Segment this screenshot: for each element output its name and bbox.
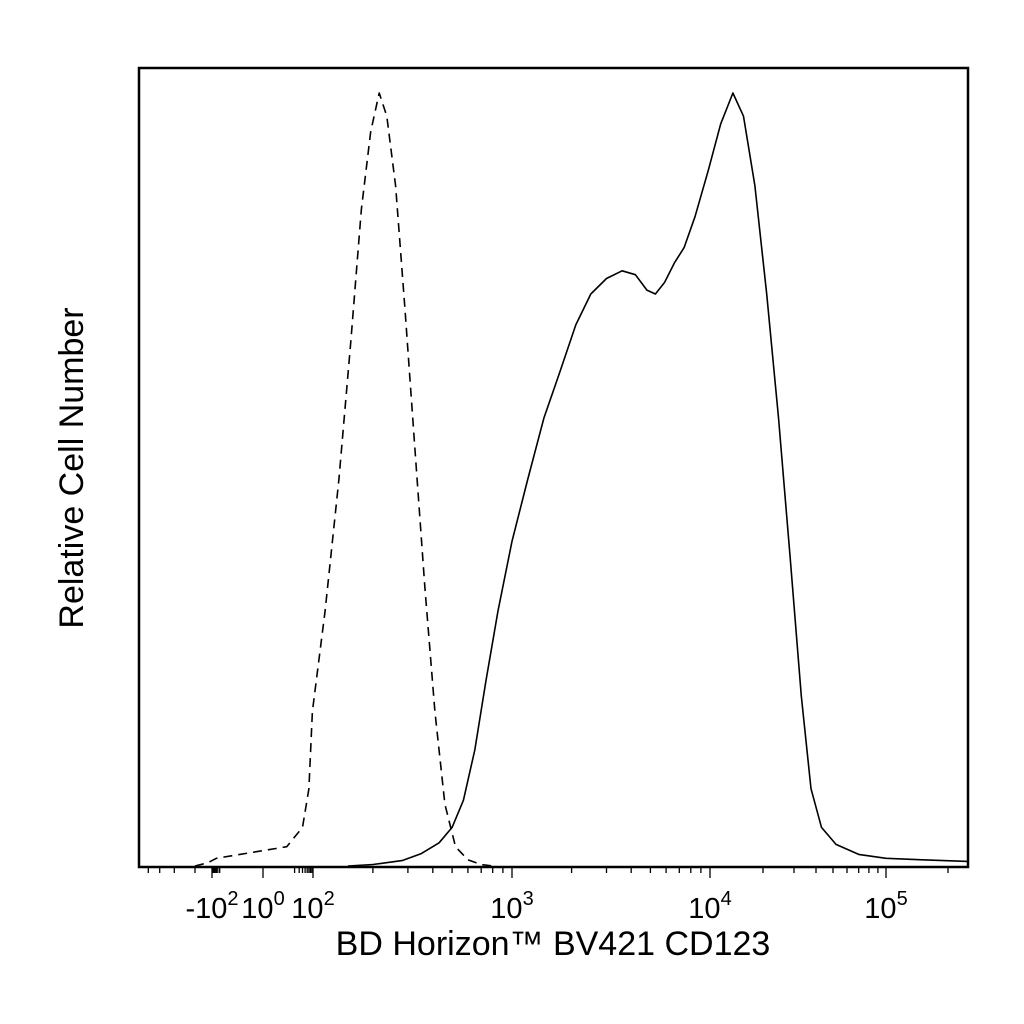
x-axis-ticks: [147, 867, 949, 878]
x-tick-label: 102: [291, 888, 334, 925]
x-tick-label: 103: [490, 888, 533, 925]
stained-sample-curve: [347, 92, 969, 867]
x-tick-label: 105: [864, 888, 907, 925]
x-tick-label: 104: [688, 888, 731, 925]
y-axis-title: Relative Cell Number: [53, 307, 91, 628]
x-axis-title: BD Horizon™ BV421 CD123: [336, 925, 771, 963]
isotype-control-curve: [194, 92, 493, 867]
x-tick-label: 100: [241, 888, 284, 925]
plot-frame: [137, 66, 970, 869]
histogram-curves: [194, 92, 969, 867]
x-tick-label: -102: [185, 888, 238, 925]
x-axis-tick-labels: -102 100 102 103 104 105: [185, 888, 907, 925]
